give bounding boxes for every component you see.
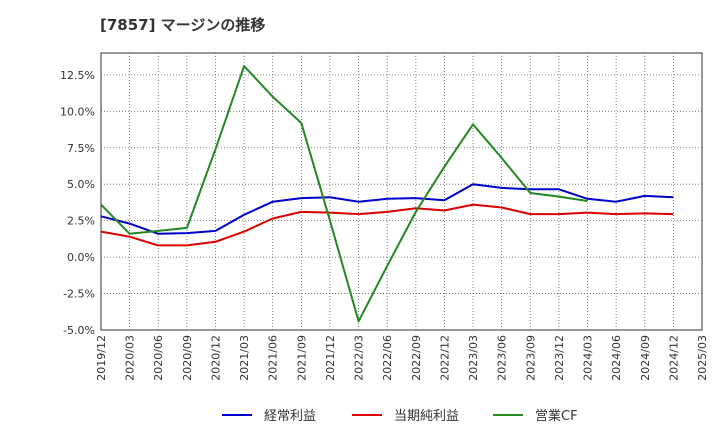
legend-label: 営業CF	[535, 408, 578, 424]
series-line-2	[100, 203, 674, 247]
x-tick-label: 2022/09	[410, 335, 423, 381]
x-tick-label: 2024/03	[582, 335, 595, 381]
y-tick-label: 0.0%	[67, 251, 95, 264]
x-tick-label: 2020/06	[152, 335, 165, 381]
y-tick-label: 7.5%	[67, 142, 95, 155]
x-tick-label: 2025/03	[696, 335, 709, 381]
x-tick-label: 2022/06	[381, 335, 394, 381]
x-tick-label: 2021/06	[267, 335, 280, 381]
plot-area	[100, 52, 703, 331]
y-tick-label: 2.5%	[67, 215, 95, 228]
y-tick-label: 12.5%	[60, 69, 95, 82]
x-tick-label: 2022/12	[438, 335, 451, 381]
y-tick-label: 10.0%	[60, 105, 95, 118]
x-tick-label: 2024/12	[667, 335, 680, 381]
series-line-3	[100, 65, 588, 323]
x-tick-label: 2021/03	[238, 335, 251, 381]
x-tick-label: 2024/06	[610, 335, 623, 381]
x-tick-label: 2020/03	[124, 335, 137, 381]
x-tick-label: 2023/09	[524, 335, 537, 381]
y-tick-label: 5.0%	[67, 178, 95, 191]
series-line-1	[100, 183, 674, 235]
legend-label: 経常利益	[264, 409, 316, 424]
x-tick-label: 2020/12	[209, 335, 222, 381]
y-tick-label: -5.0%	[63, 324, 95, 337]
x-tick-label: 2019/12	[95, 335, 108, 381]
x-tick-label: 2023/06	[496, 335, 509, 381]
x-tick-label: 2024/09	[639, 335, 652, 381]
x-tick-label: 2021/09	[295, 335, 308, 381]
x-tick-label: 2023/12	[553, 335, 566, 381]
chart-title: [7857] マージンの推移	[100, 16, 266, 34]
legend-label: 当期純利益	[394, 409, 459, 424]
x-tick-label: 2023/03	[467, 335, 480, 381]
y-tick-label: -2.5%	[63, 288, 95, 301]
x-tick-label: 2020/09	[181, 335, 194, 381]
x-tick-label: 2022/03	[353, 335, 366, 381]
x-tick-label: 2021/12	[324, 335, 337, 381]
